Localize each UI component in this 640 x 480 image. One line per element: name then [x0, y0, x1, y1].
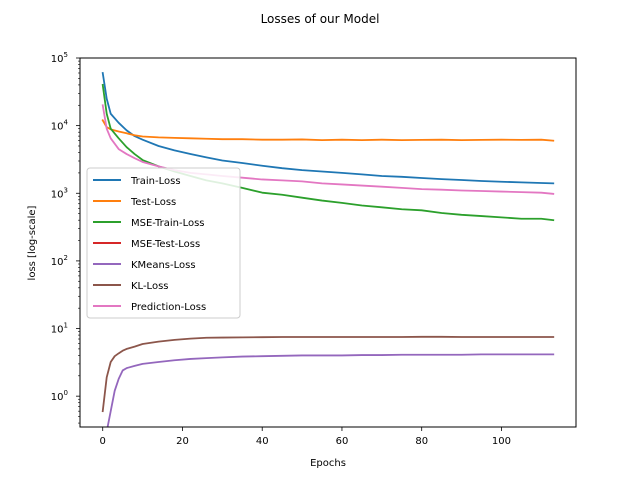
- y-axis-title: loss [log-scale]: [27, 205, 38, 280]
- x-axis-title: Epochs: [310, 458, 346, 469]
- y-tick-label: 101: [51, 322, 68, 336]
- y-tick-label: 105: [51, 51, 68, 65]
- series-line-kl-loss: [101, 335, 555, 413]
- legend-label-kmeans-loss: KMeans-Loss: [131, 260, 196, 271]
- legend-box: [86, 167, 241, 319]
- legend-label-kl-loss: KL-Loss: [131, 281, 169, 292]
- x-tick-label: 40: [256, 436, 269, 447]
- x-tick-label: 80: [415, 436, 428, 447]
- plot-area: [101, 71, 555, 427]
- x-tick-label: 0: [100, 436, 106, 447]
- series-line-test-loss: [101, 119, 555, 142]
- x-axis: 0 20 40 60 80 100: [100, 427, 511, 447]
- axes-frame: [79, 57, 577, 428]
- series-line-kmeans-loss: [106, 353, 555, 427]
- x-tick-label: 20: [176, 436, 189, 447]
- legend-label-mse-test-loss: MSE-Test-Loss: [131, 239, 200, 250]
- chart-title: Losses of our Model: [261, 12, 380, 26]
- y-tick-label: 103: [51, 186, 68, 200]
- legend-label-test-loss: Test-Loss: [130, 197, 176, 208]
- x-tick-label: 60: [336, 436, 349, 447]
- legend-label-prediction-loss: Prediction-Loss: [131, 302, 206, 313]
- y-axis: 100 101 102 103 104 105: [51, 51, 80, 424]
- y-tick-label: 104: [51, 119, 69, 133]
- series-line-prediction-loss: [101, 104, 555, 195]
- legend-label-mse-train-loss: MSE-Train-Loss: [131, 218, 205, 229]
- x-tick-label: 100: [492, 436, 511, 447]
- series-line-mse-train-loss: [101, 83, 555, 222]
- legend-label-train-loss: Train-Loss: [130, 176, 181, 187]
- y-tick-label: 100: [51, 389, 68, 403]
- y-tick-label: 102: [51, 254, 68, 268]
- legend: Train-Loss Test-Loss MSE-Train-Loss MSE-Tes…: [86, 167, 241, 319]
